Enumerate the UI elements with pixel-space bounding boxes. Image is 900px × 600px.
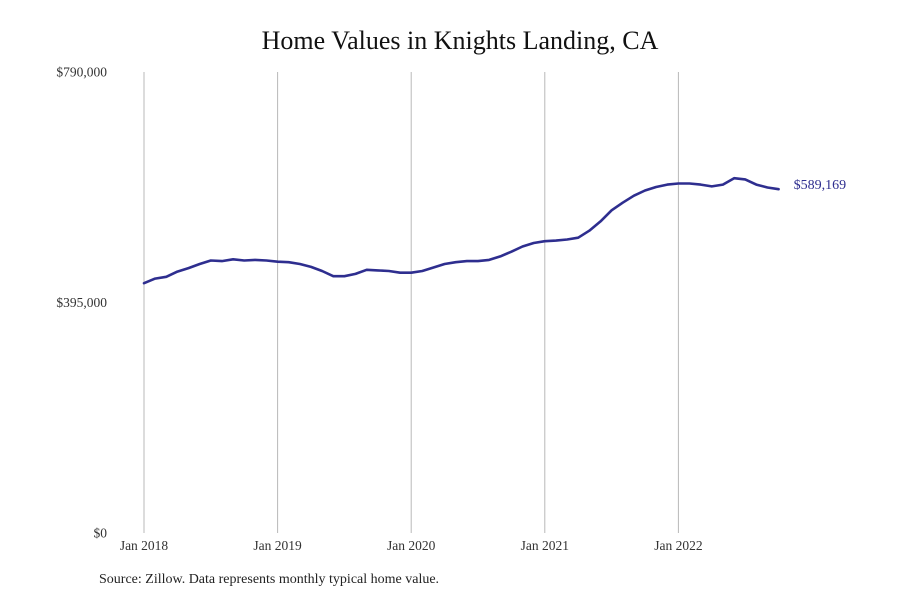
x-tick-label: Jan 2018 (120, 538, 169, 553)
x-tick-label: Jan 2022 (654, 538, 702, 553)
y-tick-label: $0 (94, 526, 108, 541)
y-axis-ticks: $0 $395,000 $790,000 (56, 65, 107, 541)
chart-title: Home Values in Knights Landing, CA (261, 26, 659, 55)
series-line (142, 176, 780, 285)
y-tick-label: $395,000 (56, 295, 107, 310)
y-tick-label: $790,000 (56, 65, 107, 80)
x-tick-label: Jan 2021 (521, 538, 569, 553)
series-layer (142, 176, 780, 285)
x-tick-label: Jan 2019 (253, 538, 302, 553)
x-axis-ticks: Jan 2018 Jan 2019 Jan 2020 Jan 2021 Jan 2022 (120, 538, 703, 553)
x-tick-label: Jan 2020 (387, 538, 436, 553)
grid-lines (143, 72, 679, 533)
end-label-layer: $589,169 (794, 178, 847, 193)
end-value-label: $589,169 (794, 178, 847, 193)
source-note: Source: Zillow. Data represents monthly … (99, 572, 440, 587)
